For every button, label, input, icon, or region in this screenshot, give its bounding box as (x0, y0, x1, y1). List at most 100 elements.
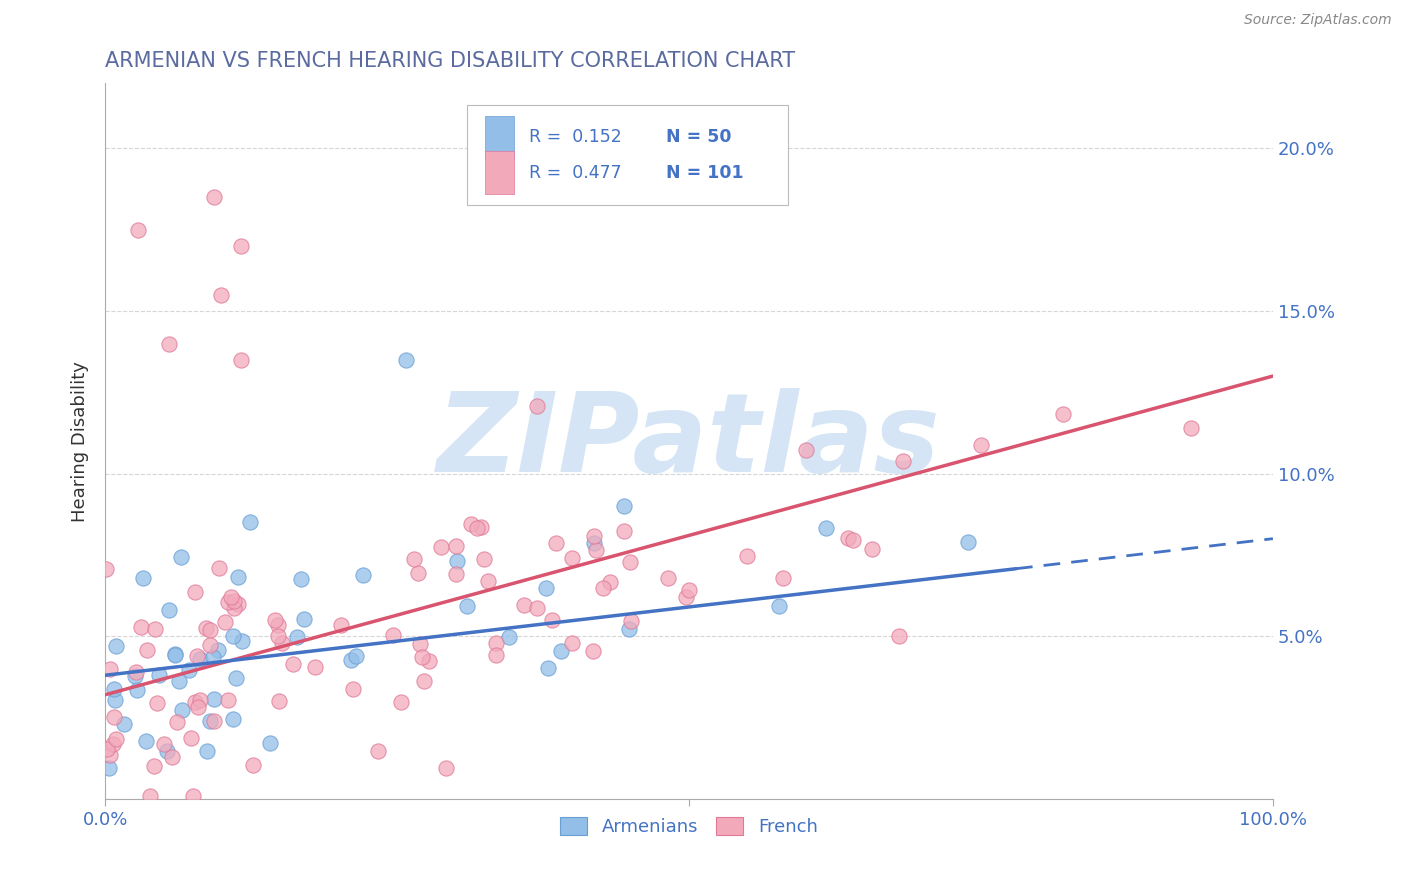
Text: N = 101: N = 101 (665, 164, 744, 182)
Point (329, 617, 352, 632)
Point (259, 736, 281, 750)
Point (290, 572, 312, 586)
Point (124, 669, 146, 683)
Point (281, 657, 304, 672)
Point (534, 581, 557, 595)
Point (367, 743, 389, 757)
Point (434, 761, 457, 775)
Point (737, 549, 759, 563)
Point (287, 630, 309, 644)
Point (214, 615, 236, 629)
Point (139, 789, 162, 803)
Point (219, 590, 242, 604)
Point (472, 552, 495, 566)
Point (446, 554, 468, 568)
Point (142, 759, 165, 773)
Point (156, 744, 179, 758)
Point (167, 674, 190, 689)
Point (166, 714, 188, 729)
Point (146, 696, 169, 710)
Point (340, 653, 363, 667)
Point (104, 731, 127, 746)
Point (304, 660, 326, 674)
Point (344, 649, 367, 664)
Point (581, 644, 603, 658)
Point (263, 613, 285, 627)
Point (402, 552, 425, 566)
Point (352, 568, 374, 582)
Point (135, 733, 157, 747)
Point (184, 585, 207, 599)
Point (841, 533, 863, 547)
Point (195, 621, 218, 635)
Point (444, 539, 467, 553)
Point (418, 654, 440, 668)
Point (98, 662, 121, 676)
Point (231, 633, 253, 648)
Point (411, 649, 433, 664)
Point (148, 668, 170, 682)
Point (157, 602, 180, 616)
Point (198, 638, 221, 652)
Point (485, 648, 508, 662)
Point (772, 570, 794, 584)
Y-axis label: Hearing Disability: Hearing Disability (72, 360, 89, 522)
Text: N = 50: N = 50 (665, 128, 731, 146)
Point (620, 615, 643, 629)
Point (550, 643, 572, 657)
Point (599, 574, 621, 589)
Point (104, 692, 127, 706)
Point (231, 239, 253, 253)
Point (412, 673, 434, 688)
Point (183, 789, 205, 803)
Point (186, 649, 208, 664)
Point (887, 629, 910, 643)
Point (292, 612, 315, 626)
Point (125, 665, 148, 679)
Point (157, 336, 180, 351)
Point (485, 636, 508, 650)
Point (239, 516, 262, 530)
Point (477, 574, 499, 588)
Point (678, 582, 700, 597)
Point (228, 570, 250, 584)
Point (619, 555, 641, 569)
Point (381, 628, 404, 642)
Point (342, 682, 364, 697)
Point (540, 613, 562, 627)
Point (513, 598, 536, 612)
Point (180, 731, 202, 745)
Point (128, 223, 150, 237)
Point (104, 640, 127, 654)
Point (395, 352, 418, 367)
Point (408, 566, 430, 581)
Point (190, 652, 212, 666)
Point (165, 648, 187, 663)
Point (460, 516, 482, 531)
Point (498, 631, 520, 645)
Point (267, 618, 290, 632)
Point (179, 663, 201, 677)
Point (1052, 407, 1074, 421)
Point (893, 453, 915, 467)
Point (200, 714, 222, 728)
Point (222, 601, 245, 615)
Point (860, 541, 883, 556)
Point (470, 520, 492, 534)
Point (592, 581, 614, 595)
Point (201, 650, 224, 665)
Point (226, 597, 249, 611)
Point (103, 737, 125, 751)
Point (96, 742, 118, 756)
Point (221, 629, 243, 643)
Point (217, 693, 239, 707)
Point (815, 521, 838, 535)
Point (837, 531, 859, 545)
FancyBboxPatch shape (485, 116, 515, 159)
Point (613, 499, 636, 513)
Point (221, 712, 243, 726)
Point (152, 737, 174, 751)
Point (957, 534, 980, 549)
FancyBboxPatch shape (467, 105, 789, 205)
Point (97, 761, 120, 775)
